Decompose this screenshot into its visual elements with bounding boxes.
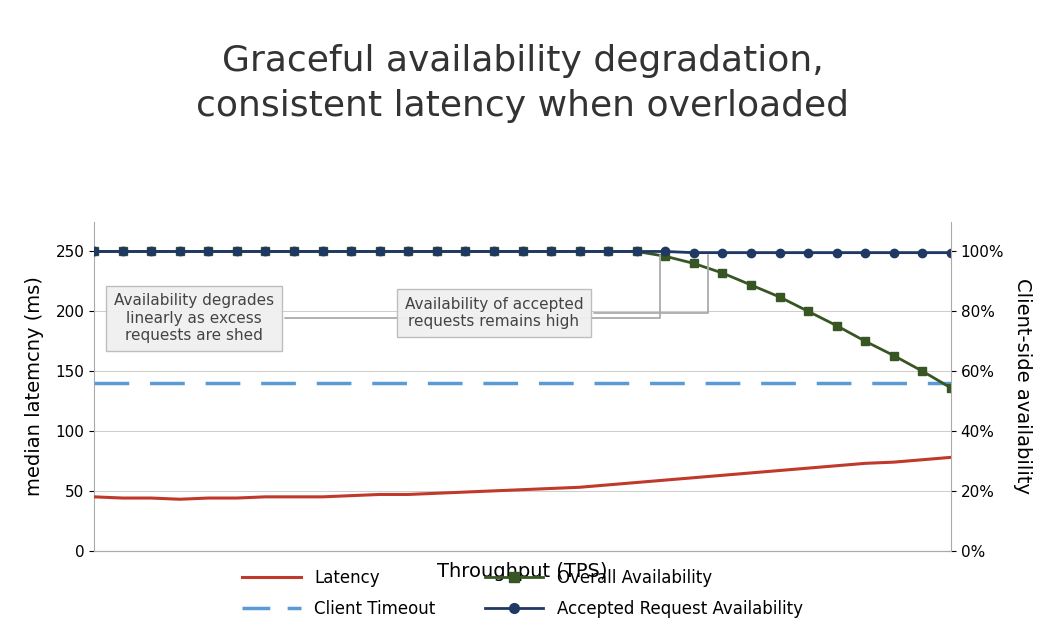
X-axis label: Throughput (TPS): Throughput (TPS) bbox=[437, 562, 608, 581]
Legend: Latency, Client Timeout, Overall Availability, Accepted Request Availability: Latency, Client Timeout, Overall Availab… bbox=[235, 562, 810, 625]
Y-axis label: median latemcny (ms): median latemcny (ms) bbox=[25, 276, 44, 496]
Text: Graceful availability degradation,
consistent latency when overloaded: Graceful availability degradation, consi… bbox=[196, 44, 849, 123]
Y-axis label: Client-side availability: Client-side availability bbox=[1013, 278, 1032, 494]
Text: Availability of accepted
requests remains high: Availability of accepted requests remain… bbox=[404, 256, 709, 329]
Text: Availability degrades
linearly as excess
requests are shed: Availability degrades linearly as excess… bbox=[114, 256, 659, 343]
